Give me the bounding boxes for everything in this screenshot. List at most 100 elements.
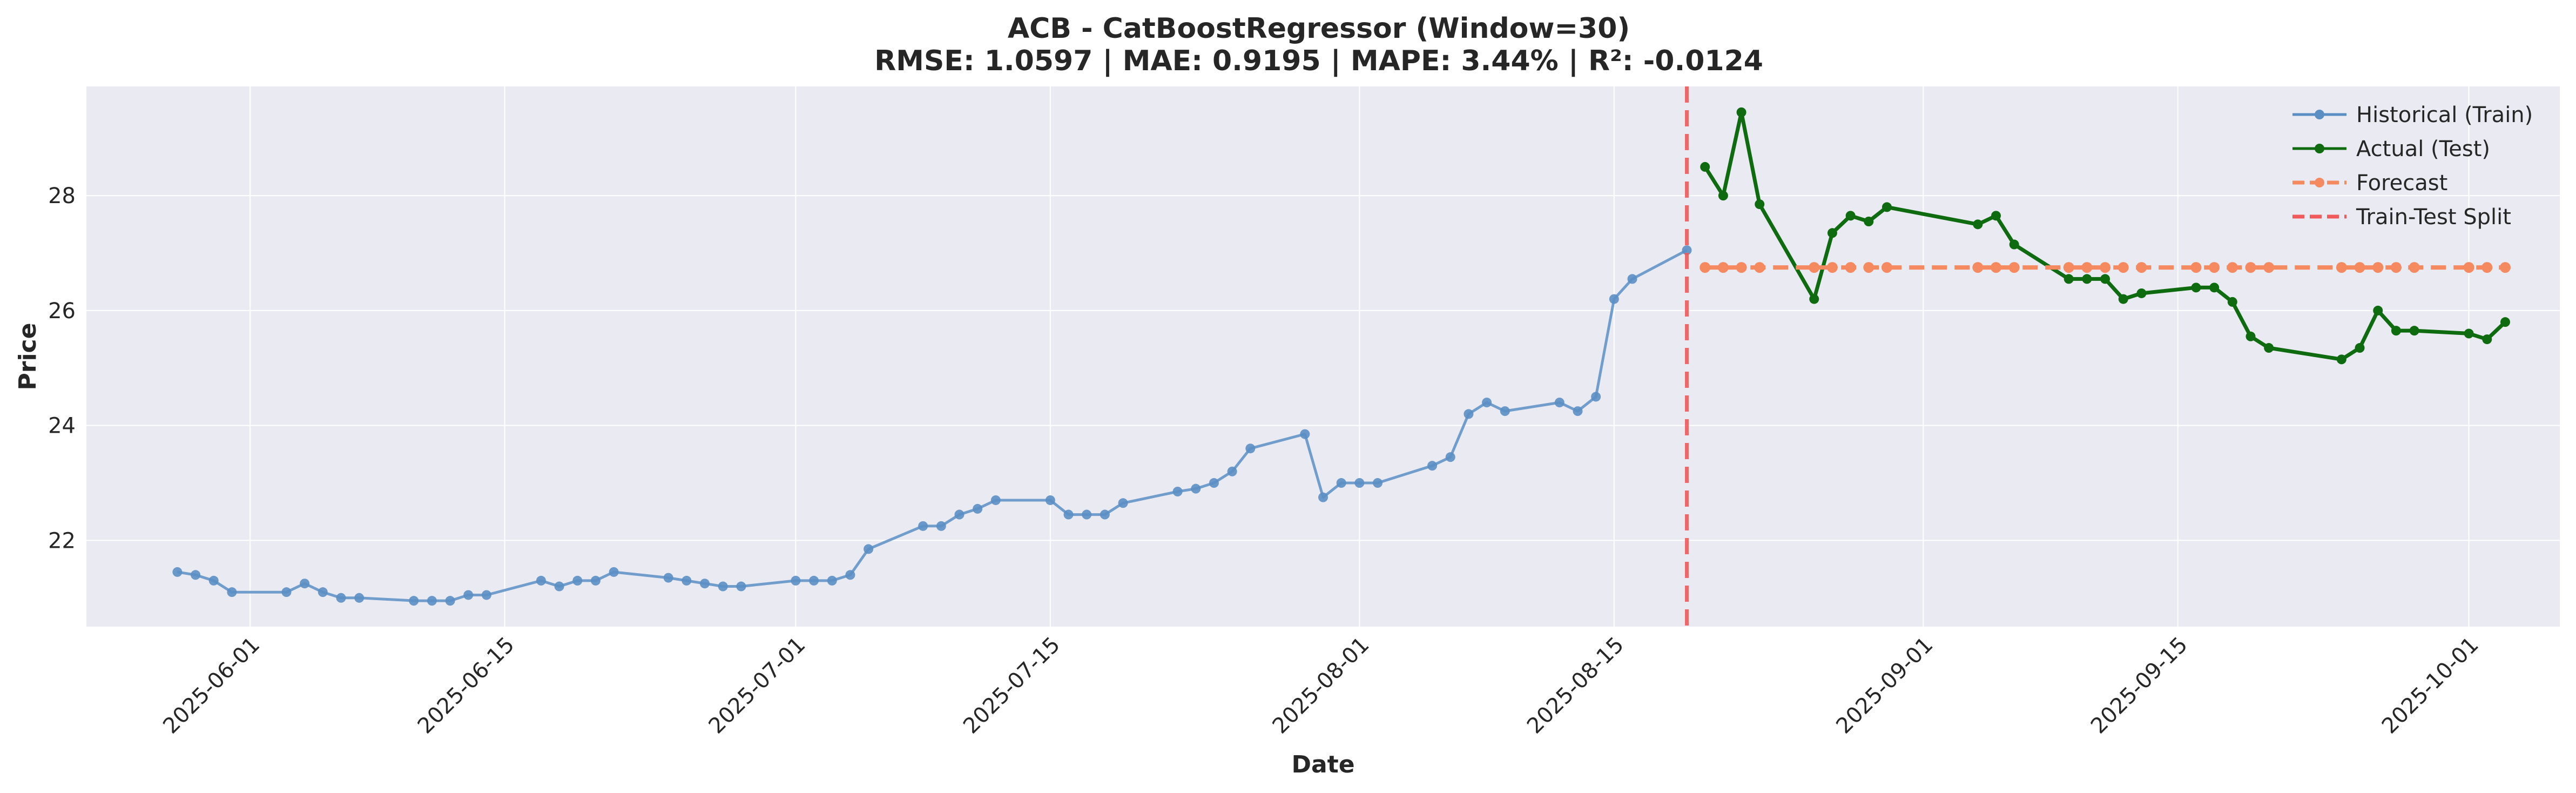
historical-train-point	[554, 581, 564, 592]
forecast-point	[2245, 262, 2256, 273]
historical-train-point	[1191, 483, 1201, 494]
forecast-point	[2372, 262, 2384, 273]
forecast-point	[2063, 262, 2074, 273]
historical-train-point	[191, 570, 201, 580]
actual-test-point	[1882, 202, 1892, 212]
historical-train-point	[682, 575, 692, 586]
forecast-point	[1700, 262, 1711, 273]
historical-train-point	[1245, 443, 1256, 454]
actual-test-point	[2336, 354, 2346, 365]
historical-train-point	[736, 581, 746, 592]
historical-train-point	[1172, 487, 1183, 496]
historical-train-point	[318, 587, 328, 597]
forecast-point	[1717, 262, 1729, 273]
historical-train-point	[990, 495, 1001, 505]
historical-train-point	[281, 587, 292, 597]
actual-test-point	[2373, 305, 2383, 315]
actual-test-point	[2100, 274, 2110, 284]
historical-train-point	[1354, 478, 1365, 488]
historical-train-point	[300, 579, 310, 589]
forecast-point	[2263, 262, 2275, 273]
historical-train-point	[1573, 406, 1583, 416]
historical-train-point	[336, 593, 346, 603]
actual-test-point	[2136, 288, 2147, 298]
actual-test-point	[2064, 274, 2074, 284]
y-axis-label: Price	[14, 323, 42, 391]
y-tick-label: 26	[48, 299, 76, 324]
y-tick-label: 24	[48, 414, 76, 439]
forecast-point	[2100, 262, 2111, 273]
legend-forecast-label: Forecast	[2356, 171, 2447, 196]
actual-test-point	[1755, 199, 1765, 210]
historical-train-point	[1118, 498, 1128, 508]
historical-train-point	[1300, 429, 1310, 439]
actual-test-point	[2191, 283, 2201, 293]
historical-train-point	[809, 575, 819, 586]
historical-train-point	[1045, 495, 1055, 505]
historical-train-point	[409, 596, 419, 606]
forecast-point	[1754, 262, 1765, 273]
forecast-point	[2390, 262, 2402, 273]
y-tick-label: 28	[48, 184, 76, 209]
historical-train-point	[1591, 392, 1601, 402]
chart-subtitle: RMSE: 1.0597 | MAE: 0.9195 | MAPE: 3.44%…	[874, 45, 1763, 77]
historical-train-point	[1318, 492, 1328, 502]
forecast-point	[1736, 262, 1747, 273]
forecast-point	[2008, 262, 2020, 273]
actual-test-point	[2264, 343, 2274, 353]
actual-test-point	[2082, 274, 2092, 284]
forecast-point	[1809, 262, 1820, 273]
actual-test-point	[2118, 294, 2128, 304]
forecast-point	[1881, 262, 1892, 273]
grid-lines	[86, 86, 2560, 627]
historical-train-point	[973, 503, 983, 514]
historical-train-point	[827, 575, 837, 586]
historical-train-point	[1100, 509, 1110, 520]
forecast-point	[1991, 262, 2002, 273]
historical-train-point	[1482, 398, 1492, 408]
historical-train-point	[1500, 406, 1510, 416]
forecast-point	[1826, 262, 1838, 273]
historical-train-point	[1609, 294, 1619, 304]
actual-test-point	[2245, 331, 2256, 341]
forecast-point	[2409, 262, 2420, 273]
forecast-point	[2190, 262, 2202, 273]
historical-train-point	[918, 521, 928, 531]
forecast-point	[1863, 262, 1874, 273]
forecast-point	[2136, 262, 2147, 273]
historical-train-point	[1082, 509, 1092, 520]
historical-train-point	[1227, 466, 1237, 476]
legend: Historical (Train) Actual (Test) Forecast T…	[2292, 103, 2533, 230]
historical-train-point	[1209, 478, 1219, 488]
actual-test-point	[2009, 239, 2019, 250]
actual-test-point	[1973, 219, 1983, 230]
forecast-point	[1845, 262, 1856, 273]
historical-train-point	[1445, 452, 1455, 462]
forecast-point	[2481, 262, 2493, 273]
actual-test-point	[2355, 343, 2365, 353]
actual-test-point	[1827, 228, 1837, 238]
actual-test-point	[1700, 162, 1710, 172]
historical-train-point	[1464, 409, 1474, 419]
historical-train-point	[1336, 478, 1346, 488]
historical-train-point	[1682, 245, 1692, 256]
actual-test-point	[2209, 283, 2220, 293]
forecast-point	[1972, 262, 1984, 273]
actual-test-point	[1845, 211, 1856, 221]
historical-train-point	[1427, 461, 1438, 471]
historical-train-point	[463, 590, 474, 600]
historical-train-point	[609, 567, 619, 577]
historical-train-point	[172, 567, 183, 577]
historical-train-point	[536, 575, 546, 586]
forecast-point	[2336, 262, 2347, 273]
historical-train-point	[718, 581, 728, 592]
actual-test-point	[2391, 326, 2401, 336]
actual-test-point	[1864, 217, 1874, 226]
legend-forecast-marker	[2315, 178, 2324, 187]
legend-train-test-split-label: Train-Test Split	[2356, 205, 2511, 230]
legend-historical-train-label: Historical (Train)	[2356, 103, 2533, 127]
historical-train-point	[227, 587, 237, 597]
historical-train-point	[1063, 509, 1074, 520]
actual-test-point	[2227, 297, 2237, 307]
legend-historical-train-marker	[2315, 110, 2324, 119]
